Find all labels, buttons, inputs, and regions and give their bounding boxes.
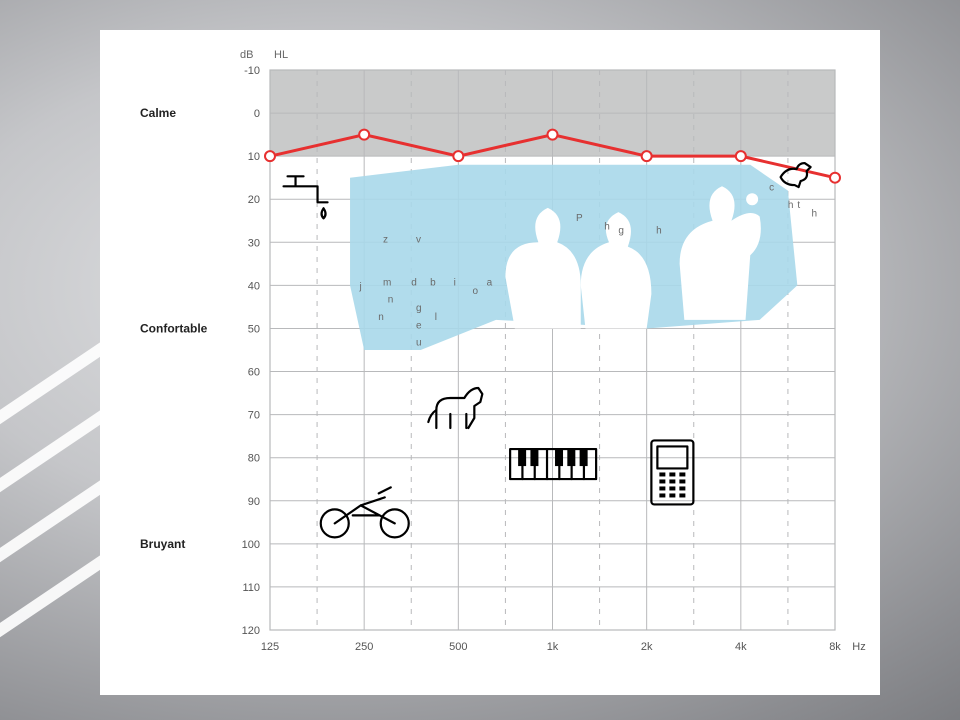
svg-text:HL: HL	[274, 49, 288, 61]
side-label: Confortable	[140, 321, 208, 335]
svg-text:110: 110	[242, 582, 260, 594]
svg-text:z: z	[383, 234, 388, 245]
svg-text:n: n	[388, 295, 394, 306]
svg-text:40: 40	[248, 280, 260, 292]
svg-text:v: v	[416, 234, 421, 245]
svg-text:h: h	[788, 200, 794, 211]
svg-text:120: 120	[242, 625, 260, 637]
svg-text:10: 10	[248, 151, 260, 163]
svg-text:P: P	[576, 213, 583, 224]
svg-text:e: e	[416, 320, 422, 331]
side-label: Calme	[140, 106, 176, 120]
svg-text:b: b	[430, 277, 436, 288]
svg-text:250: 250	[355, 641, 373, 653]
svg-text:l: l	[435, 312, 437, 323]
svg-text:20: 20	[248, 194, 260, 206]
svg-text:70: 70	[248, 410, 260, 422]
svg-text:100: 100	[242, 539, 260, 551]
svg-text:Hz: Hz	[852, 641, 865, 653]
svg-text:h: h	[604, 221, 610, 232]
side-label: Bruyant	[140, 537, 185, 551]
svg-text:j: j	[358, 282, 361, 293]
svg-text:90: 90	[248, 496, 260, 508]
svg-text:i: i	[454, 277, 456, 288]
svg-text:g: g	[416, 303, 422, 314]
svg-text:g: g	[618, 226, 624, 237]
svg-text:50: 50	[248, 323, 260, 335]
svg-text:8k: 8k	[829, 641, 841, 653]
svg-text:h: h	[811, 208, 817, 219]
svg-text:2k: 2k	[641, 641, 653, 653]
svg-text:c: c	[769, 183, 774, 194]
svg-text:30: 30	[248, 237, 260, 249]
svg-text:dB: dB	[240, 49, 253, 61]
svg-text:t: t	[797, 200, 800, 211]
svg-text:1k: 1k	[547, 641, 559, 653]
svg-text:u: u	[416, 338, 422, 349]
svg-text:h: h	[656, 226, 662, 237]
svg-text:60: 60	[248, 367, 260, 379]
svg-text:a: a	[487, 277, 493, 288]
svg-text:80: 80	[248, 453, 260, 465]
svg-text:4k: 4k	[735, 641, 747, 653]
svg-text:125: 125	[261, 641, 279, 653]
svg-text:-10: -10	[244, 65, 260, 77]
svg-text:o: o	[472, 286, 478, 297]
svg-text:d: d	[411, 277, 417, 288]
svg-text:n: n	[378, 312, 384, 323]
svg-text:m: m	[383, 277, 391, 288]
svg-text:0: 0	[254, 108, 260, 120]
svg-text:500: 500	[449, 641, 467, 653]
